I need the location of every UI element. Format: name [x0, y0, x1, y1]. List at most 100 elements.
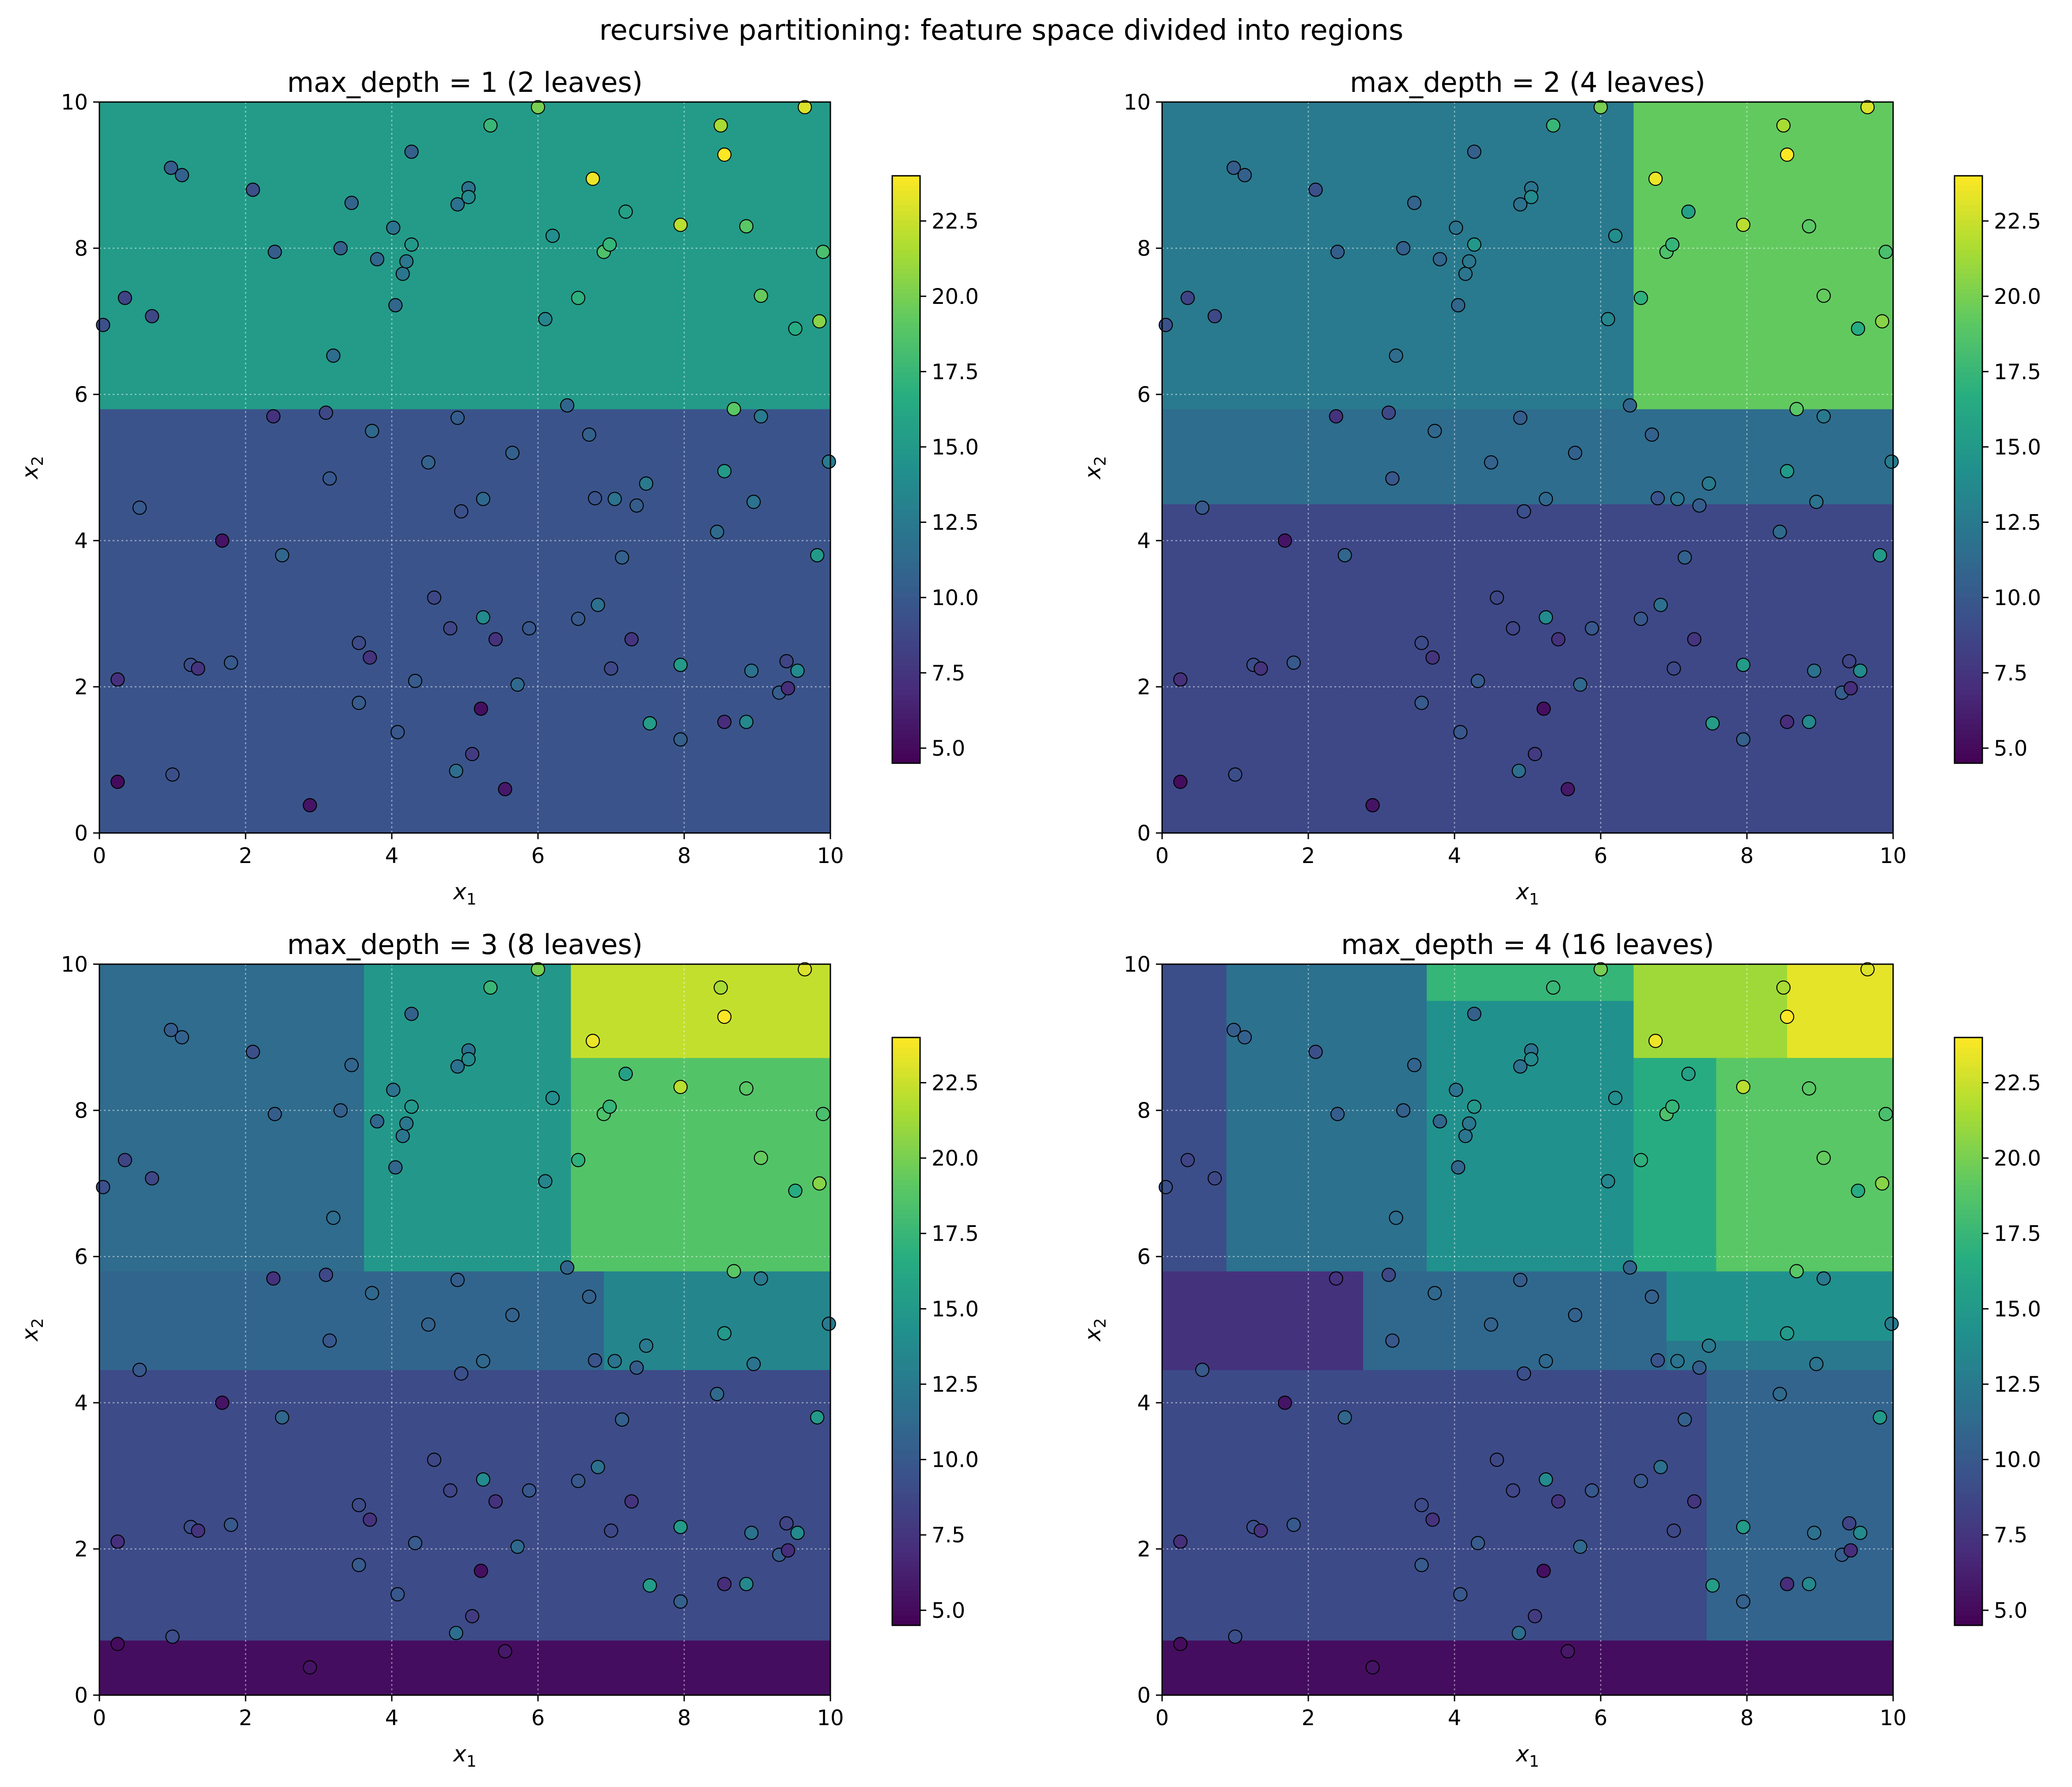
colorbar-segment: [892, 1439, 920, 1445]
colorbar-segment: [892, 1503, 920, 1508]
colorbar-segment: [1955, 1591, 1982, 1597]
data-point: [1681, 204, 1696, 219]
colorbar-frame: [891, 1037, 921, 1626]
data-point: [754, 409, 768, 424]
colorbar-segment: [1955, 606, 1982, 612]
colorbar-segment: [892, 1591, 920, 1597]
colorbar-frame: [1954, 175, 1983, 764]
colorbar-segment: [892, 1194, 920, 1200]
colorbar-segment: [1955, 1297, 1982, 1302]
colorbar-segment: [1955, 318, 1982, 323]
y-tick-label: 4: [1137, 529, 1151, 553]
colorbar-segment: [892, 685, 920, 690]
colorbar-segment: [1955, 1248, 1982, 1253]
data-point: [110, 672, 125, 687]
colorbar-segment: [892, 454, 920, 460]
x-tick-label: 8: [1740, 1706, 1754, 1730]
colorbar-tick-label: 17.5: [932, 360, 979, 384]
data-point: [560, 1260, 575, 1275]
data-point: [1884, 1317, 1899, 1331]
colorbar-segment: [1955, 1174, 1982, 1180]
colorbar-segment: [1955, 1366, 1982, 1371]
colorbar-segment: [892, 396, 920, 401]
data-point: [591, 598, 605, 612]
colorbar-segment: [892, 440, 920, 446]
colorbar-segment: [1955, 1409, 1982, 1415]
colorbar-segment: [1955, 704, 1982, 710]
data-point: [1780, 1577, 1795, 1591]
y-tick-label: 8: [74, 1098, 88, 1123]
colorbar-segment: [892, 273, 920, 279]
colorbar-segment: [1955, 220, 1982, 225]
data-point: [1330, 245, 1345, 259]
panel-title: max_depth = 2 (4 leaves): [1350, 66, 1705, 98]
colorbar-tick-label: 12.5: [932, 1372, 979, 1397]
data-point: [1524, 190, 1538, 204]
data-point: [618, 204, 633, 219]
colorbar-segment: [1955, 435, 1982, 441]
data-point: [96, 318, 110, 332]
data-point: [615, 550, 629, 565]
colorbar-segment: [1955, 1424, 1982, 1430]
colorbar-segment: [1955, 1086, 1982, 1092]
colorbar-segment: [892, 1253, 920, 1258]
colorbar-segment: [1955, 1351, 1982, 1356]
colorbar-segment: [1955, 381, 1982, 387]
colorbar: 5.0 7.5 10.0 12.5 15.0 17.5 20.0 22.5: [891, 1037, 979, 1626]
region: [1633, 1057, 1716, 1272]
data-point: [461, 1052, 476, 1067]
colorbar-segment: [892, 1488, 920, 1494]
data-point: [571, 611, 586, 626]
data-point: [1670, 1354, 1685, 1368]
colorbar-segment: [1955, 1454, 1982, 1459]
colorbar-segment: [1955, 1336, 1982, 1342]
data-point: [739, 715, 754, 729]
region: [1633, 102, 1894, 409]
colorbar-segment: [892, 640, 920, 646]
y-tick-label: 0: [74, 821, 88, 846]
region: [603, 1271, 831, 1371]
colorbar-segment: [892, 1277, 920, 1283]
data-point: [1873, 548, 1887, 563]
data-point: [816, 245, 830, 259]
data-point: [624, 1494, 639, 1509]
data-point: [739, 1081, 754, 1096]
data-point: [164, 1022, 178, 1037]
colorbar-segment: [892, 288, 920, 294]
data-point: [1701, 1338, 1716, 1353]
data-point: [165, 1629, 180, 1644]
axes-frame: [98, 963, 831, 1696]
data-point: [1330, 1107, 1345, 1121]
colorbar-segment: [1955, 1121, 1982, 1126]
data-point: [318, 1268, 333, 1282]
data-point: [629, 1360, 644, 1375]
colorbar-segment: [1955, 724, 1982, 730]
data-point: [404, 1099, 419, 1114]
data-point: [1568, 446, 1583, 460]
colorbar-segment: [1955, 342, 1982, 348]
data-point: [449, 764, 463, 778]
y-tick-label: 4: [1137, 1391, 1151, 1416]
data-point: [1308, 182, 1323, 197]
colorbar-segment: [1955, 322, 1982, 328]
x-tick-label: 2: [1302, 844, 1315, 868]
data-point: [571, 1473, 586, 1488]
data-point: [1789, 401, 1804, 416]
colorbar-segment: [892, 748, 920, 754]
data-point: [713, 118, 728, 133]
data-point: [607, 492, 622, 506]
data-point: [96, 1180, 110, 1194]
colorbar-segment: [1955, 1282, 1982, 1288]
colorbar-segment: [892, 548, 920, 553]
colorbar-segment: [1955, 518, 1982, 524]
colorbar-segment: [1955, 1493, 1982, 1499]
y-tick-label: 8: [1137, 1098, 1151, 1123]
data-point: [449, 1626, 463, 1640]
colorbar-segment: [892, 264, 920, 269]
colorbar-segment: [892, 714, 920, 720]
axes-frame: [1161, 963, 1894, 1696]
data-point: [1802, 1577, 1816, 1591]
